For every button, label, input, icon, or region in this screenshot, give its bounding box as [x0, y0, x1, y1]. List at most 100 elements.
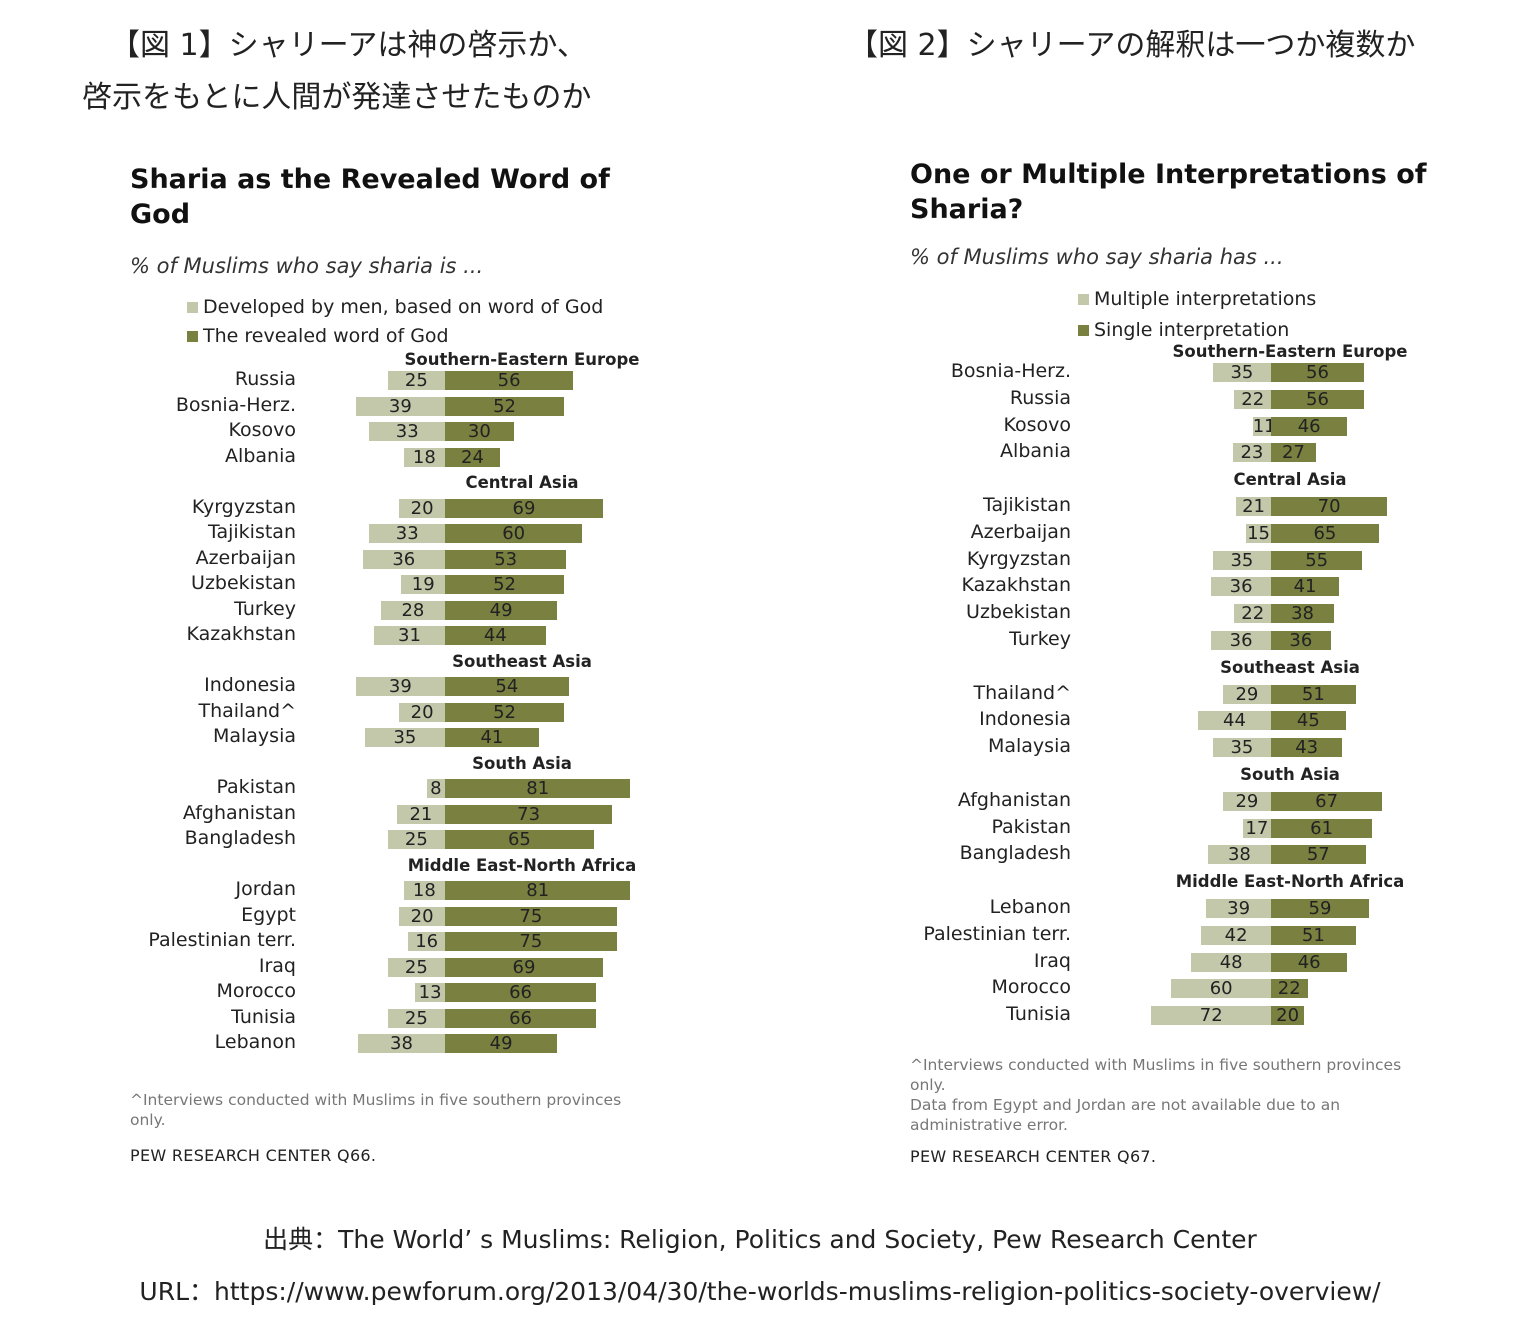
row-label: Afghanistan: [182, 801, 296, 824]
bar-light: 20: [399, 498, 445, 518]
bar-dark: 70: [1271, 497, 1388, 516]
bar-light: 35: [1212, 363, 1271, 382]
legend-item-single: Single interpretation: [1078, 319, 1289, 341]
bar-dark: 27: [1271, 443, 1316, 463]
row-label: Egypt: [241, 903, 296, 926]
row-label: Turkey: [234, 597, 296, 620]
bar-dark: 51: [1271, 684, 1356, 704]
bar-light: 39: [355, 677, 445, 696]
source-url: URL：https://www.pewforum.org/2013/04/30/…: [139, 1277, 1381, 1306]
bar-light: 38: [1207, 845, 1271, 865]
row-label: Lebanon: [989, 896, 1071, 918]
legend-item-revealed-word: The revealed word of God: [187, 325, 449, 347]
bar-light: 8: [426, 779, 445, 798]
chart-title: One or Multiple Interpretations of Shari…: [910, 159, 1427, 225]
chart-subtitle: % of Muslims who say sharia has ...: [910, 245, 1284, 269]
legend-label: Multiple interpretations: [1094, 288, 1317, 310]
figure1-caption-line1: 【図 1】シャリーアは神の啓示か、: [110, 28, 587, 63]
group-header: South Asia: [472, 753, 572, 773]
bar-light: 36: [362, 549, 445, 569]
bar-light: 33: [369, 422, 445, 441]
bar-light: 33: [369, 524, 445, 543]
bar-dark: 22: [1271, 979, 1308, 999]
bar-dark: 52: [445, 575, 565, 594]
bar-dark: 81: [445, 881, 631, 900]
legend-swatch-light: [1078, 294, 1089, 305]
row-label: Bangladesh: [184, 827, 296, 849]
bar-light: 48: [1191, 952, 1271, 972]
chart-source: PEW RESEARCH CENTER Q66.: [130, 1146, 377, 1165]
figure2-caption: 【図 2】シャリーアの解釈は一つか複数か: [848, 28, 1416, 63]
row-label: Pakistan: [216, 776, 296, 798]
bar-light: 25: [387, 1008, 445, 1028]
row-label: Kyrgyzstan: [191, 495, 296, 518]
bar-dark: 65: [1271, 523, 1379, 543]
row-label: Palestinian terr.: [923, 922, 1071, 945]
bar-dark: 59: [1271, 899, 1369, 918]
chart-source: PEW RESEARCH CENTER Q67.: [910, 1147, 1157, 1166]
bar-dark: 66: [445, 1008, 597, 1028]
legend-swatch-dark: [187, 331, 198, 342]
row-label: Albania: [1000, 440, 1071, 463]
bar-light: 44: [1197, 711, 1271, 731]
bar-dark: 81: [445, 779, 631, 798]
bar-light: 17: [1242, 818, 1271, 838]
row-label: Kazakhstan: [961, 574, 1071, 597]
bar-dark: 66: [445, 983, 597, 1002]
bar-dark: 65: [445, 830, 594, 849]
group-header: Southern-Eastern Europe: [1172, 342, 1408, 361]
row-label: Tunisia: [1006, 1003, 1071, 1026]
bar-dark: 56: [1271, 363, 1364, 382]
row-label: Indonesia: [204, 674, 296, 696]
legend-item-developed-by-men: Developed by men, based on word of God: [187, 296, 603, 318]
row-label: Morocco: [991, 976, 1071, 999]
bar-light: 36: [1211, 631, 1271, 650]
bar-light: 39: [1206, 899, 1271, 918]
bar-light: 38: [357, 1034, 445, 1053]
row-label: Turkey: [1009, 628, 1071, 650]
row-label: Iraq: [258, 954, 296, 977]
bar-dark: 73: [445, 804, 613, 824]
chart-title: Sharia as the Revealed Word of God: [130, 164, 610, 230]
bar-light: 72: [1151, 1006, 1271, 1026]
row-label: Iraq: [1033, 949, 1071, 972]
bar-dark: 53: [445, 549, 567, 569]
row-label: Tajikistan: [208, 521, 296, 543]
bar-light: 19: [401, 575, 445, 594]
bar-dark: 24: [445, 447, 500, 467]
row-label: Uzbekistan: [966, 601, 1071, 624]
bar-dark: 75: [445, 932, 617, 951]
group-header: Central Asia: [1233, 470, 1347, 490]
bar-light: 23: [1232, 443, 1271, 463]
bar-light: 35: [364, 728, 445, 747]
row-label: Kosovo: [1003, 413, 1071, 436]
row-label: Afghanistan: [957, 788, 1071, 811]
row-label: Morocco: [216, 980, 296, 1002]
bar-light: 25: [387, 957, 445, 977]
chart-note: ^Interviews conducted with Muslims in fi…: [910, 1056, 1402, 1134]
bar-dark: 49: [445, 1034, 558, 1053]
row-label: Malaysia: [987, 735, 1071, 758]
bar-light: 35: [1212, 550, 1271, 570]
bar-dark: 38: [1271, 604, 1335, 624]
row-label: Albania: [225, 444, 296, 467]
group-header: Central Asia: [465, 473, 579, 492]
bar-dark: 46: [1271, 416, 1348, 436]
bar-dark: 44: [445, 626, 546, 645]
legend-label: The revealed word of God: [203, 325, 449, 347]
bar-dark: 46: [1271, 952, 1348, 972]
bar-dark: 41: [1271, 577, 1340, 597]
row-label: Azerbaijan: [970, 520, 1071, 543]
bar-light: 36: [1211, 577, 1271, 597]
row-label: Uzbekistan: [191, 572, 296, 594]
group-header: Southern-Eastern Europe: [404, 350, 640, 369]
legend-swatch-light: [187, 302, 198, 313]
bar-dark: 69: [445, 498, 603, 518]
bar-light: 22: [1234, 604, 1271, 624]
row-label: Bangladesh: [959, 842, 1071, 865]
bar-light: 13: [415, 983, 445, 1002]
row-label: Russia: [1009, 386, 1071, 409]
bar-dark: 57: [1271, 845, 1366, 865]
row-label: Lebanon: [214, 1031, 296, 1053]
bar-light: 20: [399, 702, 445, 722]
